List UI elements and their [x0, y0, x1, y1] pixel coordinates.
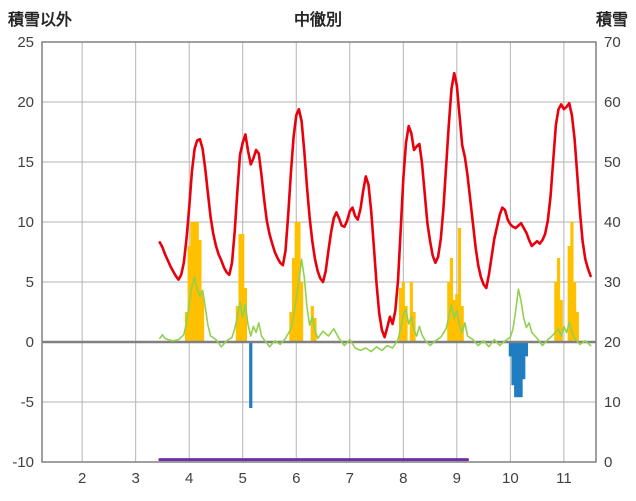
svg-text:11: 11 [556, 470, 572, 487]
svg-text:20: 20 [604, 334, 621, 351]
svg-text:40: 40 [604, 214, 621, 231]
svg-text:9: 9 [453, 470, 461, 487]
svg-text:60: 60 [604, 94, 621, 111]
svg-text:8: 8 [399, 470, 407, 487]
svg-text:30: 30 [604, 274, 621, 291]
svg-text:-10: -10 [12, 454, 34, 471]
svg-text:25: 25 [17, 34, 34, 51]
svg-text:10: 10 [604, 394, 621, 411]
svg-text:50: 50 [604, 154, 621, 171]
svg-text:4: 4 [185, 470, 193, 487]
svg-text:0: 0 [26, 334, 34, 351]
svg-text:5: 5 [26, 274, 34, 291]
svg-text:10: 10 [502, 470, 519, 487]
svg-text:6: 6 [292, 470, 300, 487]
svg-text:0: 0 [604, 454, 612, 471]
chart-title: 中徹別 [293, 12, 342, 29]
svg-text:15: 15 [17, 154, 34, 171]
svg-text:20: 20 [17, 94, 34, 111]
svg-text:10: 10 [17, 214, 34, 231]
svg-text:-5: -5 [21, 394, 34, 411]
svg-text:5: 5 [239, 470, 247, 487]
svg-text:3: 3 [131, 470, 139, 487]
svg-text:70: 70 [604, 34, 621, 51]
left-axis-title: 積雪以外 [8, 12, 73, 29]
svg-text:2: 2 [78, 470, 86, 487]
right-axis-title: 積雪 [595, 12, 628, 29]
svg-text:7: 7 [346, 470, 354, 487]
